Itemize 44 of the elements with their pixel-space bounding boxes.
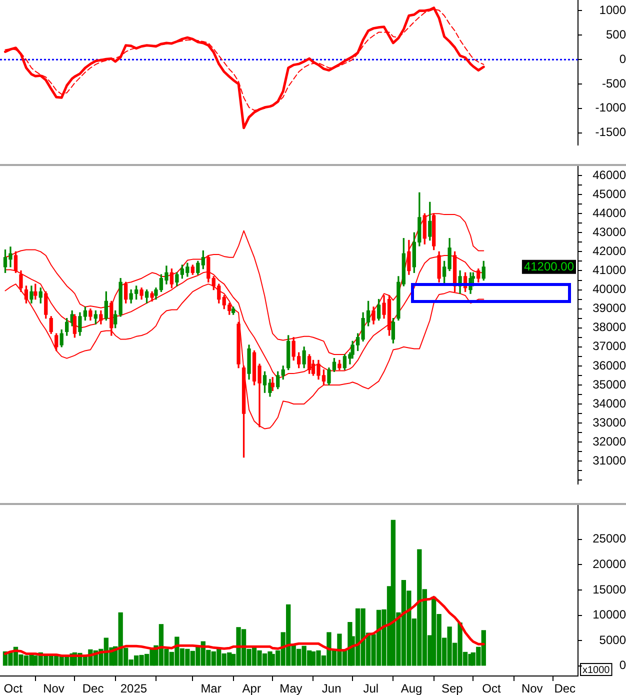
y-tick-label: 1000 <box>599 3 626 18</box>
y-tick-label: 44000 <box>592 206 626 220</box>
y-tick-label: 41000 <box>592 263 626 278</box>
y-tick-label: 10000 <box>592 608 626 622</box>
y-tick-label: 15000 <box>592 582 626 596</box>
x-tick-label: Jun <box>322 682 342 695</box>
y-tick-label: 45000 <box>592 186 626 201</box>
y-tick-label: 35000 <box>592 377 626 392</box>
y-tick-label: -1500 <box>595 125 626 140</box>
x-tick-label: Oct <box>482 682 502 695</box>
y-axis-title: x1000 <box>582 664 610 676</box>
y-tick-label: 37000 <box>592 339 626 354</box>
y-tick-label: 500 <box>606 27 626 42</box>
y-tick-label: 38000 <box>592 320 626 334</box>
x-tick-label: Nov <box>43 682 64 695</box>
annotation: 41200.00 <box>524 260 574 274</box>
x-tick-label: Mar <box>200 682 222 695</box>
x-tick-label: Nov <box>521 682 543 695</box>
y-tick-label: 31000 <box>592 453 626 468</box>
y-tick-label: 36000 <box>592 358 626 372</box>
x-tick-label: Apr <box>242 682 261 695</box>
x-tick-label: Aug <box>400 682 422 695</box>
x-tick-label: 2025 <box>120 682 148 695</box>
x-tick-label: Jul <box>363 682 379 695</box>
x-tick-label: Dec <box>554 682 576 695</box>
y-tick-label: 32000 <box>592 434 626 448</box>
x-tick-label: Dec <box>82 682 104 695</box>
y-tick-label: 20000 <box>592 557 626 572</box>
y-tick-label: -500 <box>602 76 626 90</box>
y-tick-label: 33000 <box>592 415 626 430</box>
y-tick-label: 46000 <box>592 168 626 182</box>
y-tick-label: 0 <box>619 658 626 672</box>
x-tick-label: Sep <box>441 682 464 695</box>
y-tick-label: 39000 <box>592 301 626 316</box>
y-tick-label: 0 <box>619 52 626 66</box>
y-tick-label: 34000 <box>592 396 626 410</box>
x-tick-label: May <box>280 682 302 695</box>
y-tick-label: 40000 <box>592 282 626 296</box>
y-tick-label: 43000 <box>592 224 626 239</box>
x-tick-label: Oct <box>4 682 24 695</box>
y-tick-label: -1000 <box>595 100 626 115</box>
y-tick-label: 5000 <box>599 632 626 647</box>
y-tick-label: 42000 <box>592 244 626 258</box>
y-tick-label: 25000 <box>592 532 626 546</box>
